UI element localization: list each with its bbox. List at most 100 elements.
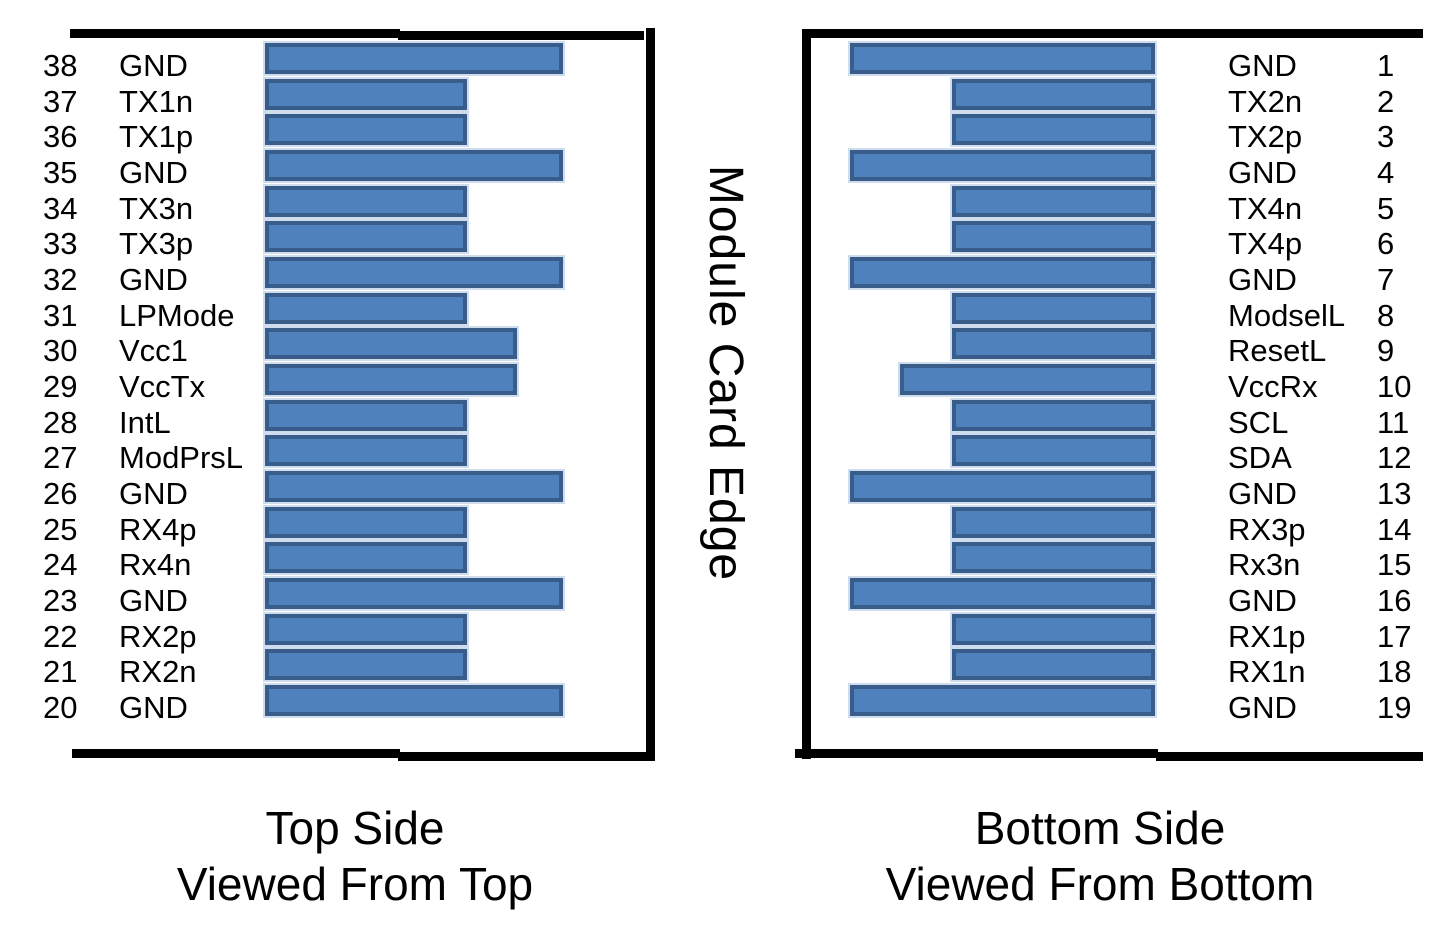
pin-pad-bar — [265, 150, 563, 181]
pin-pad-bar — [265, 293, 467, 324]
pin-name: GND — [1228, 155, 1297, 190]
pin-pad-bar — [952, 435, 1155, 466]
pin-number: 38 — [43, 48, 78, 83]
pin-number: 17 — [1377, 619, 1412, 654]
pin-pad-bar — [952, 542, 1155, 573]
pin-pad-bar — [265, 79, 467, 110]
pin-number: 36 — [43, 119, 78, 154]
pin-number: 23 — [43, 583, 78, 618]
pin-number: 3 — [1377, 119, 1395, 154]
pin-pad-bar — [850, 685, 1155, 716]
pin-number: 19 — [1377, 690, 1412, 725]
pin-number: 32 — [43, 262, 78, 297]
pin-number: 24 — [43, 547, 78, 582]
top-side-frame-bottom-edge-right-segment — [398, 752, 655, 761]
bottom-side-frame-top-edge — [802, 29, 1423, 38]
pin-name: TX3n — [119, 191, 194, 226]
pin-number: 34 — [43, 191, 78, 226]
pin-pad-bar — [265, 43, 563, 74]
pin-name: TX2p — [1228, 119, 1303, 154]
top-side-caption-line2: Viewed From Top — [176, 858, 534, 910]
pin-pad-bar — [952, 649, 1155, 680]
top-side-frame-top-edge-right-segment — [398, 31, 644, 40]
bottom-side-frame-left-edge — [802, 29, 811, 759]
pin-pad-bar — [850, 257, 1155, 288]
pin-pad-bar — [265, 114, 467, 145]
top-side-frame-right-edge — [646, 28, 655, 759]
pin-name: Rx4n — [119, 547, 192, 582]
pin-number: 15 — [1377, 547, 1412, 582]
pin-pad-bar — [952, 400, 1155, 431]
pin-name: Rx3n — [1228, 547, 1301, 582]
pin-pad-bar — [850, 43, 1155, 74]
pin-pad-bar — [952, 79, 1155, 110]
pin-name: GND — [119, 583, 188, 618]
pin-number: 2 — [1377, 84, 1395, 119]
pin-pad-bar — [952, 293, 1155, 324]
pin-name: SCL — [1228, 405, 1289, 440]
pin-name: VccRx — [1228, 369, 1318, 404]
pin-pad-bar — [265, 435, 467, 466]
pin-number: 20 — [43, 690, 78, 725]
module-card-edge-label: Module Card Edge — [699, 164, 752, 582]
top-side-caption: Top Side Viewed From Top — [100, 800, 610, 912]
pin-number: 26 — [43, 476, 78, 511]
pin-pad-bar — [265, 542, 467, 573]
pin-name: Vcc1 — [119, 333, 188, 368]
pin-name: SDA — [1228, 440, 1292, 475]
top-side-frame-top-edge-left-segment — [70, 29, 400, 38]
pin-number: 37 — [43, 84, 78, 119]
bottom-side-caption-line1: Bottom Side — [974, 802, 1226, 854]
pin-name: GND — [1228, 476, 1297, 511]
pin-number: 22 — [43, 619, 78, 654]
pin-number: 8 — [1377, 298, 1395, 333]
pin-pad-bar — [265, 614, 467, 645]
pin-pad-bar — [265, 221, 467, 252]
pin-number: 9 — [1377, 333, 1395, 368]
pin-name: GND — [1228, 48, 1297, 83]
pin-number: 28 — [43, 405, 78, 440]
pin-pad-bar — [952, 114, 1155, 145]
pin-number: 27 — [43, 440, 78, 475]
pin-pad-bar — [265, 186, 467, 217]
pin-pad-bar — [265, 578, 563, 609]
pin-name: TX1n — [119, 84, 194, 119]
pin-pad-bar — [265, 507, 467, 538]
pin-pad-bar — [265, 685, 563, 716]
pin-number: 14 — [1377, 512, 1412, 547]
pin-name: GND — [119, 476, 188, 511]
pin-number: 13 — [1377, 476, 1412, 511]
pin-number: 5 — [1377, 191, 1395, 226]
pin-name: RX1n — [1228, 654, 1306, 689]
pin-number: 16 — [1377, 583, 1412, 618]
pin-name: TX1p — [119, 119, 194, 154]
pin-pad-bar — [265, 257, 563, 288]
pin-number: 6 — [1377, 226, 1395, 261]
pin-pad-bar — [850, 150, 1155, 181]
top-side-frame-bottom-edge-left-segment — [72, 749, 400, 758]
pin-name: ModselL — [1228, 298, 1346, 333]
pin-pad-bar — [265, 400, 467, 431]
pin-pad-bar — [952, 328, 1155, 359]
pin-name: LPMode — [119, 298, 235, 333]
pin-number: 10 — [1377, 369, 1412, 404]
pin-number: 21 — [43, 654, 78, 689]
bottom-side-frame-bottom-edge-right-segment — [1156, 752, 1423, 761]
pin-pad-bar — [265, 364, 517, 395]
pin-name: RX4p — [119, 512, 197, 547]
pin-name: GND — [1228, 262, 1297, 297]
pin-pad-bar — [900, 364, 1155, 395]
pin-pad-bar — [850, 578, 1155, 609]
pin-number: 4 — [1377, 155, 1395, 190]
pin-pad-bar — [952, 507, 1155, 538]
pin-number: 25 — [43, 512, 78, 547]
pin-pad-bar — [265, 328, 517, 359]
pin-pad-bar — [265, 471, 563, 502]
pin-name: RX1p — [1228, 619, 1306, 654]
pin-pad-bar — [952, 186, 1155, 217]
pin-number: 31 — [43, 298, 78, 333]
pin-pad-bar — [265, 649, 467, 680]
pin-name: GND — [1228, 690, 1297, 725]
pin-name: GND — [1228, 583, 1297, 618]
